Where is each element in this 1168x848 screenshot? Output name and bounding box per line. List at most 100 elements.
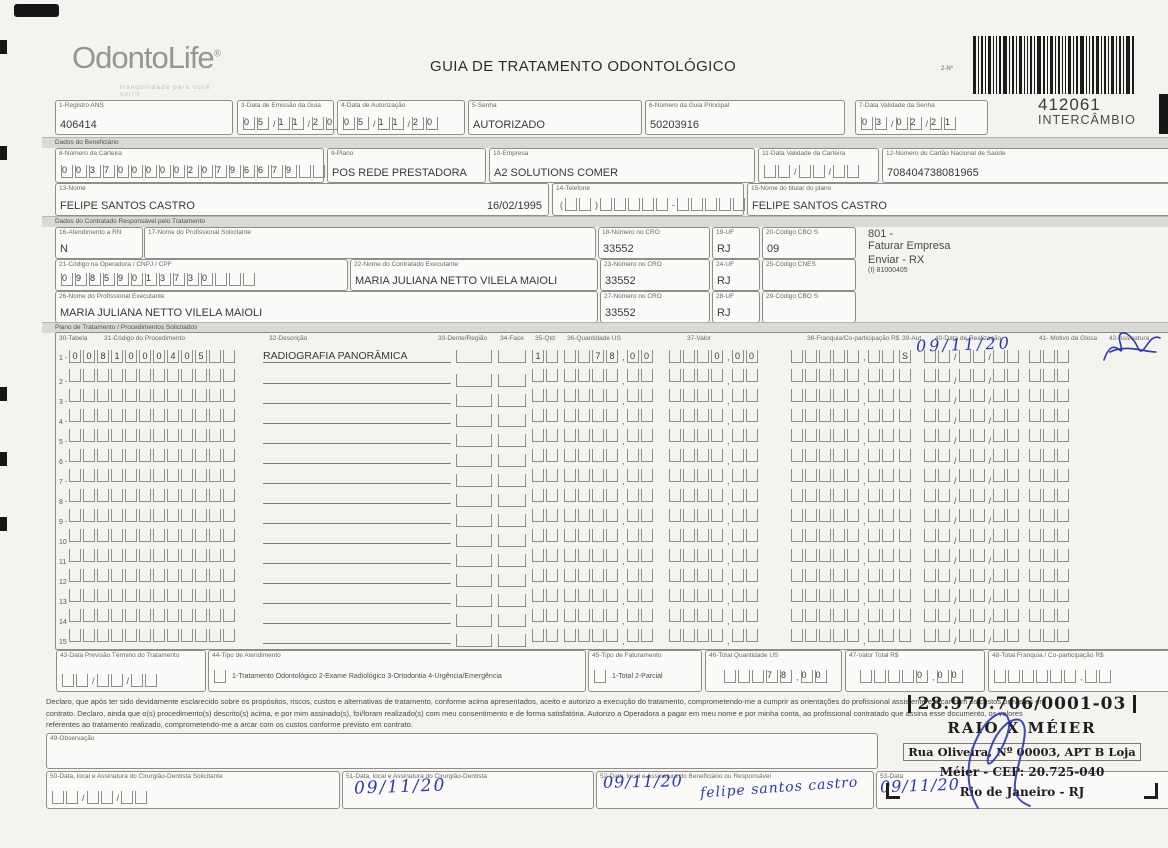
comb-cell <box>456 454 492 467</box>
comb-cell <box>1029 589 1041 602</box>
comb-separator: , <box>622 556 625 566</box>
comb-cell <box>97 409 109 422</box>
comb-cell <box>745 389 758 402</box>
row-number: 14 - <box>59 619 72 626</box>
comb-separator: / <box>794 167 797 177</box>
field-contratado-executante: 22-Nome do Contratado Executante MARIA J… <box>350 259 598 291</box>
comb-separator: , <box>863 456 866 466</box>
field-value: N <box>60 243 68 255</box>
procedure-empty-row: 2 - , , , / / <box>56 369 1166 389</box>
comb-cell <box>111 469 123 482</box>
registered-mark: ® <box>213 48 221 60</box>
comb-cell <box>167 629 179 642</box>
comb-cell <box>69 429 81 442</box>
franquia-comb: , <box>791 529 896 547</box>
comb-cell: 0 <box>243 117 255 130</box>
column-header: 38-Franquia/Co-participação R$ <box>807 335 900 342</box>
handwritten-date-51: 09/11/20 <box>353 775 447 799</box>
valor-comb: , <box>669 409 760 427</box>
comb-cell <box>899 629 911 642</box>
comb-cell <box>606 589 618 602</box>
comb-cell <box>958 409 971 422</box>
description-line <box>263 403 451 404</box>
comb-cell <box>592 369 604 382</box>
comb-cell <box>711 629 723 642</box>
comb-cell <box>1029 549 1041 562</box>
field-value: 09 <box>767 243 780 255</box>
comb-cell <box>881 589 894 602</box>
description-line <box>263 603 451 604</box>
field-value: AUTORIZADO <box>473 119 545 131</box>
comb-cell <box>546 609 558 622</box>
comb-cell <box>819 369 831 382</box>
franquia-comb: , <box>791 609 896 627</box>
comb-cell <box>1050 670 1062 683</box>
comb-cell <box>532 529 544 542</box>
comb-cell: 1 <box>377 117 390 130</box>
comb-cell <box>745 529 758 542</box>
comb-cell <box>1007 409 1020 422</box>
comb-cell <box>1007 509 1020 522</box>
comb-cell <box>993 409 1006 422</box>
stamp-city-row: Rio de Janeiro - RJ <box>884 783 1160 799</box>
comb-cell <box>867 629 880 642</box>
comb-cell <box>669 509 681 522</box>
valor-comb: , <box>669 629 760 647</box>
comb-cell <box>167 549 179 562</box>
comb-cell <box>938 509 950 522</box>
comb-cell <box>1057 589 1069 602</box>
comb-cell <box>223 609 235 622</box>
field-label: 3-Data de Emissão da Guia <box>241 102 321 109</box>
comb-cell <box>958 429 971 442</box>
comb-cell <box>626 549 639 562</box>
aut-comb <box>899 369 913 387</box>
tabela-comb <box>69 629 97 647</box>
comb-separator: , <box>863 352 866 362</box>
comb-cell <box>97 389 109 402</box>
comb-cell <box>181 429 193 442</box>
data-comb: / / <box>924 350 1021 363</box>
comb-cell <box>564 469 576 482</box>
comb-cell <box>958 389 971 402</box>
comb-cell <box>738 670 750 683</box>
comb-cell <box>1029 389 1041 402</box>
us-comb: , <box>564 449 655 467</box>
comb-cell <box>791 609 803 622</box>
comb-cell <box>564 549 576 562</box>
field-value: RJ <box>717 307 731 319</box>
comb-cell <box>214 670 226 683</box>
dente-comb <box>456 614 494 627</box>
field-tipo-atendimento: 44-Tipo de Atendimento 1-Tratamento Odon… <box>208 650 586 692</box>
comb-cell <box>83 629 95 642</box>
data-comb: / / <box>924 509 1021 527</box>
comb-cell: 0 <box>153 350 165 363</box>
comb-cell <box>683 589 695 602</box>
field-value: RJ <box>717 275 731 287</box>
comb-cell <box>697 350 709 363</box>
comb-cell <box>564 369 576 382</box>
field-assinatura-dentista: 51-Data, local e Assinatura do Cirurgião… <box>342 771 594 809</box>
comb-cell <box>1057 350 1069 363</box>
comb-cell <box>683 549 695 562</box>
comb-cell <box>924 609 936 622</box>
comb-cell <box>1043 409 1055 422</box>
comb-separator: , <box>1080 672 1083 682</box>
comb-cell <box>697 629 709 642</box>
comb-cell <box>139 589 151 602</box>
field-label: 1-Registro ANS <box>59 102 104 109</box>
comb-cell <box>578 449 590 462</box>
comb-cell <box>1043 529 1055 542</box>
codigo-comb <box>97 529 237 547</box>
comb-cell <box>902 670 914 683</box>
comb-separator: , <box>727 616 730 626</box>
comb-cell <box>881 350 894 363</box>
procedure-empty-row: 8 - , , , / / <box>56 489 1166 509</box>
comb-cell <box>938 629 950 642</box>
comb-cell: 2 <box>930 117 943 130</box>
comb-cell <box>1043 429 1055 442</box>
comb-cell <box>498 434 526 447</box>
form-title: GUIA DE TRATAMENTO ODONTOLÓGICO <box>430 58 737 75</box>
procedure-empty-row: 11 - , , , / / <box>56 549 1166 569</box>
comb-cell <box>209 509 221 522</box>
